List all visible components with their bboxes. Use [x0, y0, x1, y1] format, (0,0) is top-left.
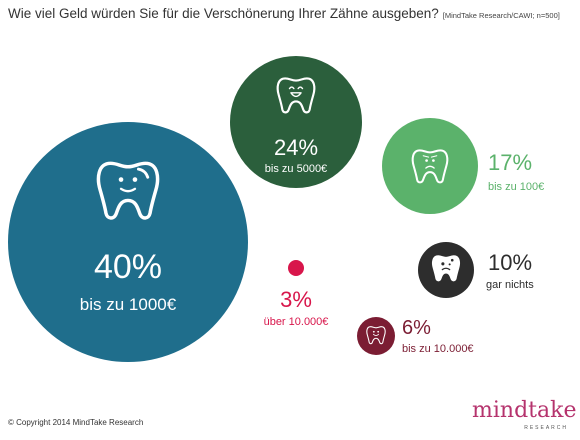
bubble-1 [8, 122, 248, 362]
category-label-5: bis zu 10.000€ [402, 343, 474, 355]
happy-tooth-icon [96, 161, 160, 220]
laughing-tooth-icon [276, 77, 316, 114]
percent-label-3: 17% [488, 150, 532, 175]
category-label-6: über 10.000€ [264, 316, 329, 328]
percent-label-4: 10% [488, 250, 532, 275]
decayed-tooth-icon [432, 255, 460, 282]
bubble-6 [288, 260, 304, 276]
category-label-4: gar nichts [486, 279, 534, 291]
category-label-2: bis zu 5000€ [265, 163, 327, 175]
copyright-note: © Copyright 2014 MindTake Research [8, 418, 144, 427]
percent-label-1: 40% [94, 248, 162, 286]
smiling-tooth-icon [366, 326, 386, 345]
sad-tooth-icon [411, 149, 449, 184]
source-note: [MindTake Research/CAWI; n=500] [442, 11, 560, 20]
percent-label-2: 24% [274, 135, 318, 160]
percent-label-6: 3% [280, 287, 312, 312]
title-text: Wie viel Geld würden Sie für die Verschö… [8, 6, 439, 21]
mindtake-logo: mindtake RESEARCH [472, 398, 576, 434]
logo-wordmark: mindtake [472, 398, 577, 423]
percent-label-5: 6% [402, 317, 431, 339]
chart-title: Wie viel Geld würden Sie für die Verschö… [8, 6, 560, 21]
bubble-2 [230, 56, 362, 188]
logo-subtitle: RESEARCH [524, 425, 568, 431]
category-label-1: bis zu 1000€ [80, 295, 177, 314]
category-label-3: bis zu 100€ [488, 181, 544, 193]
